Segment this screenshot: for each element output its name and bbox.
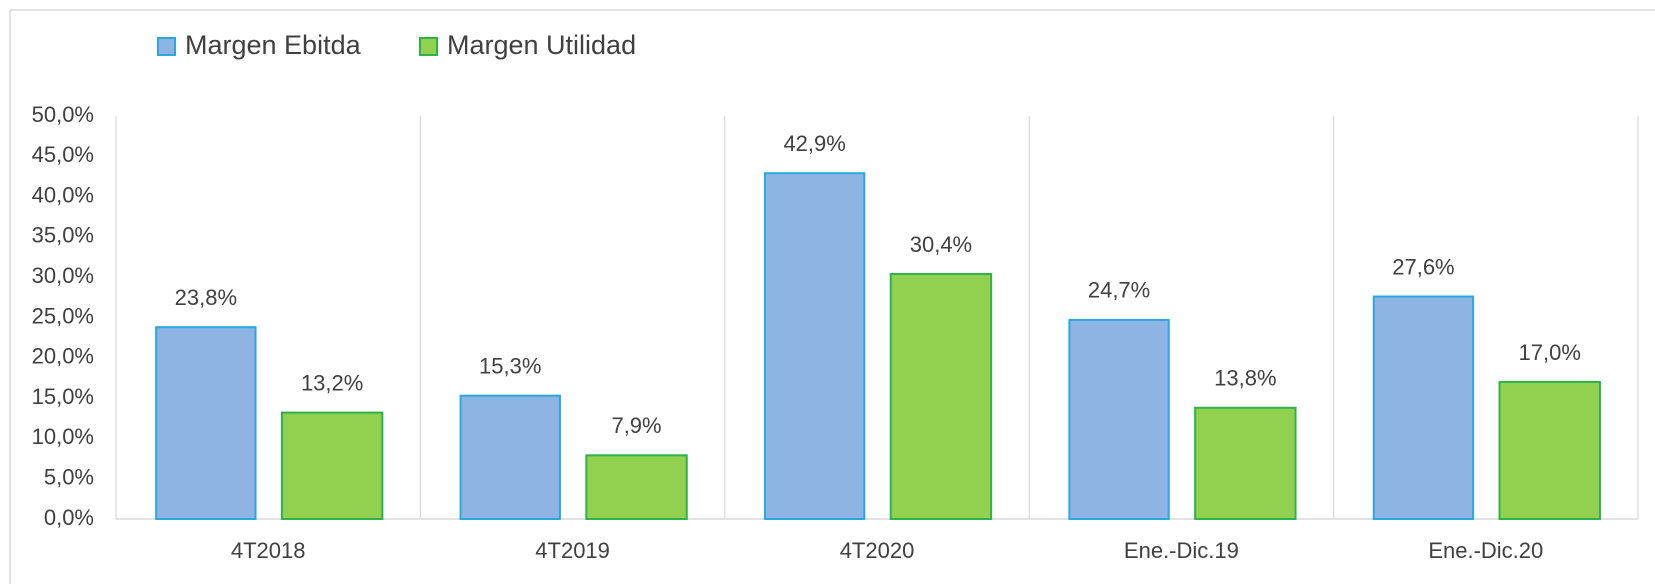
y-tick-label: 45,0%	[32, 142, 94, 167]
x-tick-label: Ene.-Dic.20	[1428, 538, 1543, 563]
y-tick-label: 40,0%	[32, 182, 94, 207]
y-tick-label: 30,0%	[32, 263, 94, 288]
legend-swatch	[419, 37, 438, 56]
bar	[1498, 380, 1601, 521]
bar	[1372, 295, 1475, 520]
data-label: 42,9%	[783, 131, 845, 156]
data-label: 7,9%	[611, 413, 661, 438]
bar	[459, 394, 561, 521]
legend-swatch	[157, 37, 176, 56]
data-label: 17,0%	[1519, 340, 1581, 365]
bar	[1194, 406, 1297, 520]
y-tick-label: 15,0%	[32, 384, 94, 409]
y-tick-label: 20,0%	[32, 344, 94, 369]
x-tick-label: Ene.-Dic.19	[1124, 538, 1239, 563]
x-tick-label: 4T2018	[231, 538, 306, 563]
legend-label: Margen Utilidad	[447, 30, 636, 60]
y-tick-label: 5,0%	[44, 465, 94, 490]
legend-label: Margen Ebitda	[185, 30, 362, 60]
bar	[1068, 318, 1170, 520]
x-tick-label: 4T2020	[840, 538, 915, 563]
data-label: 30,4%	[910, 232, 972, 257]
bar	[155, 326, 257, 520]
bar	[889, 272, 993, 521]
y-tick-label: 10,0%	[32, 424, 94, 449]
data-label: 27,6%	[1392, 254, 1454, 279]
bar	[280, 411, 384, 520]
x-tick-label: 4T2019	[535, 538, 610, 563]
y-tick-label: 50,0%	[32, 102, 94, 127]
bar	[585, 454, 688, 520]
y-tick-label: 0,0%	[44, 505, 94, 530]
data-label: 13,8%	[1214, 366, 1276, 391]
data-label: 24,7%	[1088, 278, 1150, 303]
y-tick-label: 35,0%	[32, 223, 94, 248]
y-tick-label: 25,0%	[32, 303, 94, 328]
data-label: 13,2%	[301, 370, 363, 395]
data-label: 15,3%	[479, 353, 541, 378]
data-label: 23,8%	[175, 285, 237, 310]
bar	[763, 172, 866, 520]
chart-border	[9, 9, 1655, 584]
